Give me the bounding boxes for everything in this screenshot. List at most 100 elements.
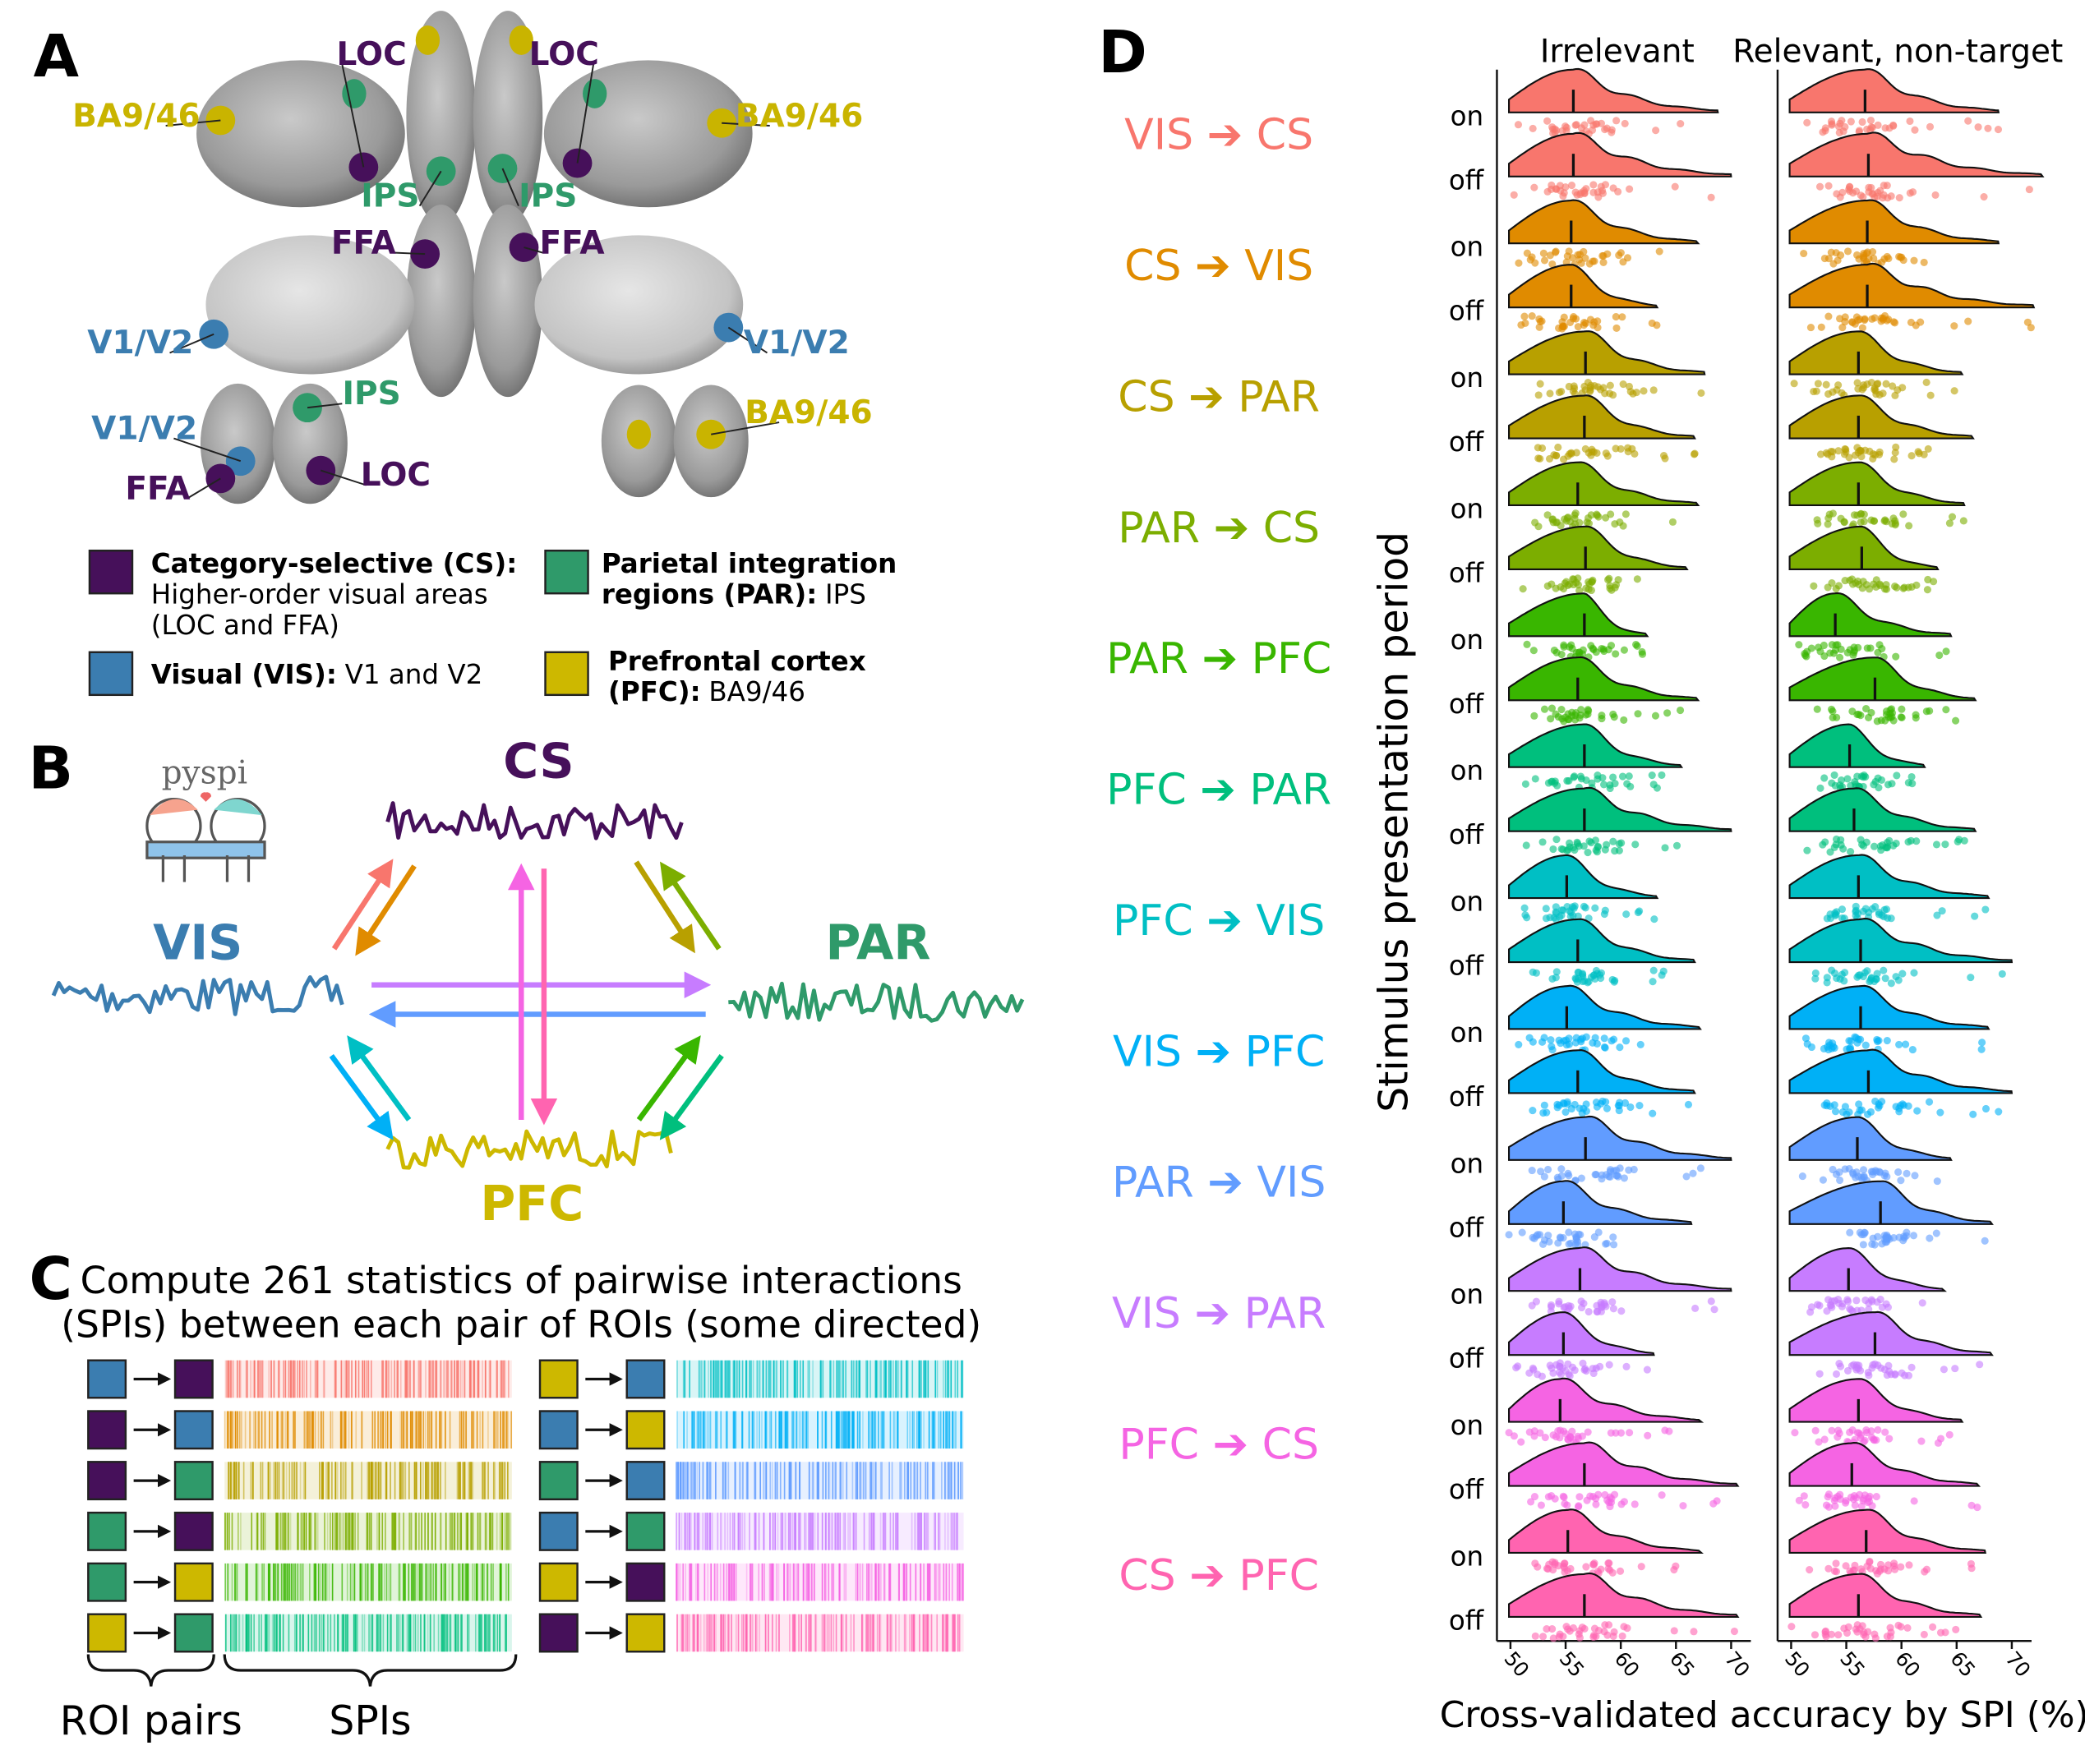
leader-line bbox=[307, 403, 343, 409]
jitter-dot bbox=[1517, 1438, 1525, 1446]
jitter-dot bbox=[1836, 1495, 1844, 1504]
jitter-dot bbox=[1835, 1168, 1843, 1177]
jitter-dot bbox=[1835, 1429, 1843, 1438]
jitter-dot bbox=[1618, 1632, 1626, 1640]
leader-line bbox=[169, 333, 214, 354]
jitter-dot bbox=[1948, 513, 1957, 521]
jitter-dot bbox=[1594, 1490, 1603, 1499]
row-label: VIS ➔ PFC bbox=[1113, 1027, 1325, 1076]
jitter-dot bbox=[1696, 1164, 1704, 1172]
jitter-dot bbox=[1886, 710, 1894, 718]
row-label: CS ➔ PAR bbox=[1118, 372, 1320, 421]
jitter-dot bbox=[1865, 1306, 1873, 1314]
jitter-dot bbox=[1650, 915, 1658, 923]
jitter-dot bbox=[1871, 1630, 1879, 1638]
jitter-dot bbox=[1898, 1100, 1907, 1108]
panel-letter: B bbox=[29, 735, 74, 803]
panel-c-title: (SPIs) between each pair of ROIs (some d… bbox=[61, 1303, 981, 1347]
jitter-dot bbox=[1952, 716, 1960, 725]
jitter-dot bbox=[1534, 523, 1543, 531]
jitter-dot bbox=[1878, 258, 1886, 266]
jitter-dot bbox=[1867, 183, 1875, 192]
jitter-dot bbox=[1838, 1302, 1847, 1310]
jitter-dot bbox=[1572, 1234, 1580, 1242]
brain-label: IPS bbox=[342, 375, 400, 412]
jitter-dot bbox=[1824, 1564, 1833, 1573]
jitter-dot bbox=[1602, 1171, 1610, 1179]
jitter-dot bbox=[1560, 1564, 1568, 1572]
jitter-dot bbox=[1580, 1624, 1589, 1633]
brain-label: FFA bbox=[125, 470, 190, 507]
jitter-dot bbox=[1565, 1228, 1573, 1237]
jitter-dot bbox=[1530, 1432, 1538, 1440]
jitter-dot bbox=[1854, 1172, 1862, 1181]
jitter-dot bbox=[1538, 1633, 1548, 1641]
jitter-dot bbox=[1649, 386, 1658, 394]
jitter-dot bbox=[1601, 845, 1609, 854]
legend-text: (LOC and FFA) bbox=[151, 610, 339, 641]
barcode-bg bbox=[224, 1513, 512, 1550]
jitter-dot bbox=[1870, 517, 1878, 525]
barcode-bg bbox=[676, 1462, 964, 1499]
brace-label: SPIs bbox=[329, 1697, 411, 1744]
density-ridge bbox=[1788, 1573, 1983, 1619]
legend-bold: Category-selective (CS): bbox=[151, 548, 517, 579]
jitter-dot bbox=[1981, 1237, 1989, 1245]
jitter-dot bbox=[1828, 578, 1836, 587]
jitter-dot bbox=[1649, 978, 1657, 986]
jitter-dot bbox=[1823, 974, 1831, 982]
jitter-dot bbox=[1514, 121, 1523, 129]
jitter-dot bbox=[1588, 126, 1597, 134]
jitter-dot bbox=[1536, 1231, 1544, 1239]
jitter-dot bbox=[1892, 652, 1900, 661]
roi-square bbox=[538, 1359, 579, 1399]
jitter-dot bbox=[1821, 1627, 1830, 1635]
jitter-dot bbox=[1549, 845, 1557, 854]
jitter-dot bbox=[1866, 116, 1875, 125]
legend-swatch bbox=[88, 651, 134, 697]
jitter-dot bbox=[1543, 511, 1552, 519]
jitter-dot bbox=[1858, 324, 1866, 332]
node-label: PAR bbox=[826, 915, 931, 971]
jitter-dot bbox=[1814, 380, 1822, 388]
jitter-dot bbox=[1973, 1504, 1981, 1512]
jitter-dot bbox=[1594, 771, 1602, 780]
jitter-dot bbox=[1912, 714, 1920, 722]
jitter-dot bbox=[1824, 1043, 1832, 1051]
jitter-dot bbox=[1564, 1169, 1572, 1177]
jitter-dot bbox=[1897, 253, 1905, 261]
jitter-dot bbox=[1542, 914, 1550, 923]
jitter-dot bbox=[1841, 1165, 1849, 1173]
density-ridge bbox=[1788, 262, 2036, 309]
jitter-dot bbox=[1908, 188, 1917, 196]
jitter-dot bbox=[1609, 184, 1617, 192]
jitter-dot bbox=[1868, 1364, 1876, 1372]
jitter-dot bbox=[1548, 515, 1557, 523]
jitter-dot bbox=[1816, 784, 1824, 792]
jitter-dot bbox=[1560, 1099, 1568, 1108]
jitter-dot bbox=[1898, 1369, 1906, 1377]
x-tick-label: 70 bbox=[2001, 1647, 2036, 1681]
jitter-dot bbox=[1984, 124, 1992, 132]
jitter-dot bbox=[1626, 185, 1634, 193]
jitter-dot bbox=[1534, 1563, 1542, 1571]
jitter-dot bbox=[1885, 124, 1894, 132]
jitter-dot bbox=[1584, 710, 1592, 718]
density-ridge bbox=[1508, 67, 1719, 113]
jitter-dot bbox=[1998, 970, 2006, 978]
jitter-dot bbox=[1539, 249, 1548, 257]
density-ridge bbox=[1508, 723, 1684, 768]
jitter-dot bbox=[1529, 647, 1538, 655]
roi-square bbox=[625, 1461, 666, 1501]
jitter-dot bbox=[1609, 773, 1617, 781]
brain-label: LOC bbox=[529, 36, 599, 73]
jitter-dot bbox=[1597, 182, 1605, 191]
jitter-dot bbox=[1889, 514, 1898, 523]
jitter-dot bbox=[1836, 315, 1844, 323]
jitter-dot bbox=[1661, 1426, 1669, 1435]
jitter-dot bbox=[1851, 1033, 1859, 1041]
barcode-bg bbox=[676, 1411, 964, 1449]
jitter-dot bbox=[1580, 902, 1589, 910]
jitter-dot bbox=[1880, 1235, 1889, 1243]
jitter-dot bbox=[1926, 391, 1935, 399]
